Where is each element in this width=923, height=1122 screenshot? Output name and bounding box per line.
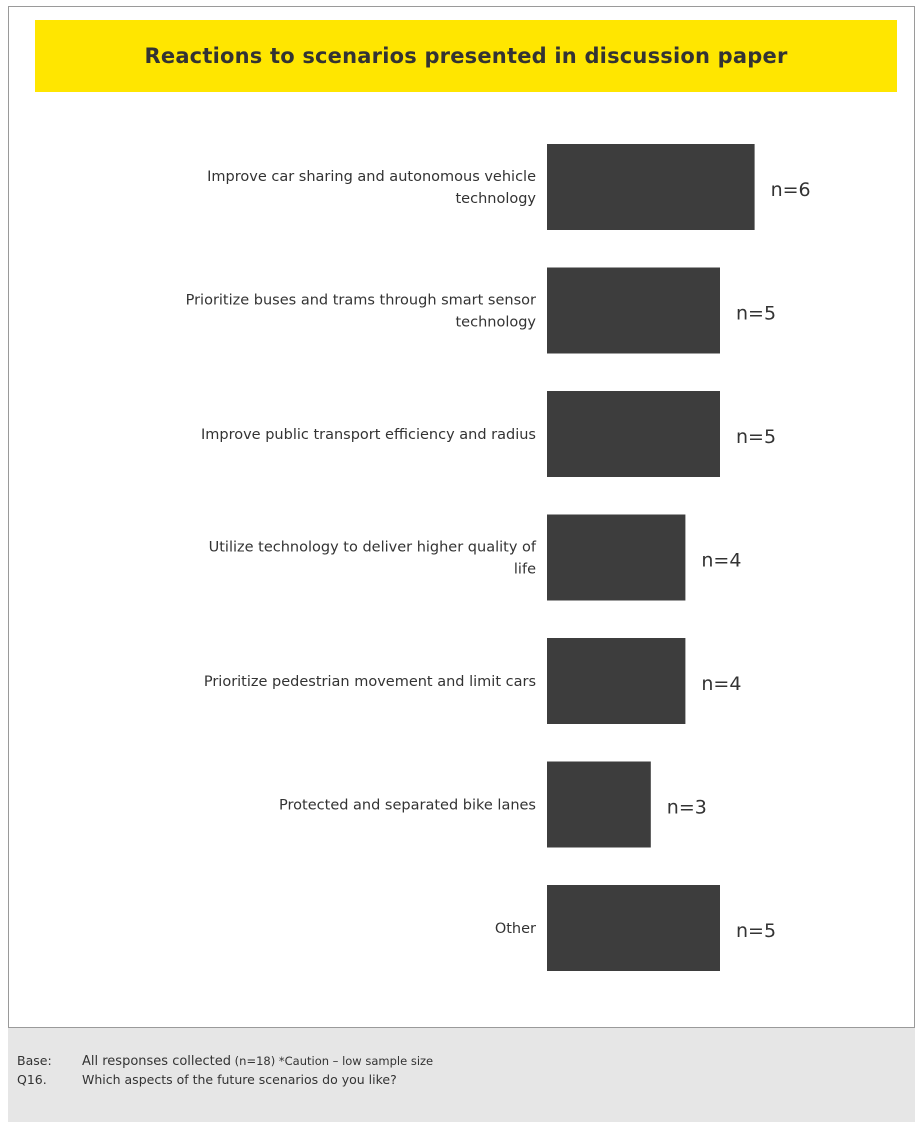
category-label-3: Utilize technology to deliver higher qua… [209,540,537,578]
value-label-2: n=5 [736,426,776,448]
value-label-1: n=5 [736,303,776,325]
footer-base-key: Base: [17,1053,52,1068]
category-label-1: Prioritize buses and trams through smart… [186,293,537,331]
category-label-5: Protected and separated bike lanes [279,798,536,814]
footer-base-main: All responses collected [82,1054,232,1069]
value-label-6: n=5 [736,920,776,942]
footer-question-line: Q16. Which aspects of the future scenari… [8,1070,915,1089]
value-label-5: n=3 [667,797,707,819]
bar-5 [547,761,651,848]
bar-chart: Improve car sharing and autonomous vehic… [186,144,811,971]
value-label-3: n=4 [701,550,741,572]
title-banner: Reactions to scenarios presented in disc… [35,20,897,92]
value-label-4: n=4 [701,673,741,695]
category-label-6: Other [495,921,536,937]
bar-3 [547,514,686,601]
category-label-0: Improve car sharing and autonomous vehic… [207,169,536,207]
bar-6 [547,885,720,971]
chart-frame: Reactions to scenarios presented in disc… [8,6,915,1028]
value-label-0: n=6 [771,179,811,201]
category-label-4: Prioritize pedestrian movement and limit… [204,674,536,690]
footer-notes: Base: All responses collected (n=18) *Ca… [8,1028,915,1122]
category-label-2: Improve public transport efficiency and … [201,427,536,443]
chart-title: Reactions to scenarios presented in disc… [144,44,788,68]
bar-1 [547,267,720,354]
bar-0 [547,144,755,230]
footer-question-text: Which aspects of the future scenarios do… [82,1072,397,1087]
footer-base-line: Base: All responses collected (n=18) *Ca… [8,1051,915,1070]
footer-base-detail: (n=18) *Caution – low sample size [231,1054,434,1068]
footer-question-key: Q16. [17,1072,47,1087]
bar-2 [547,391,720,477]
bar-4 [547,638,686,724]
